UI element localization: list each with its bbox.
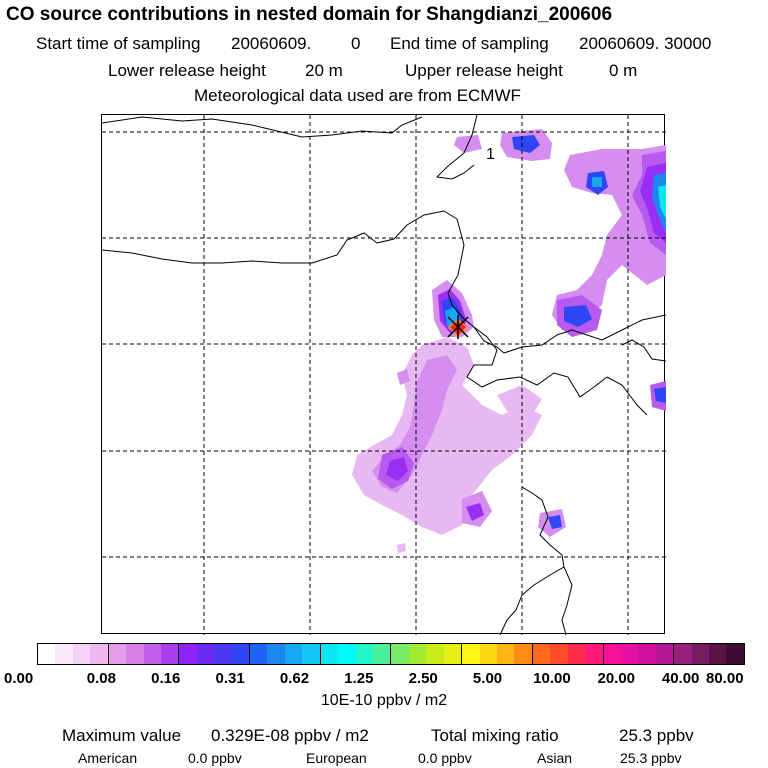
- plume-top-blue: [512, 135, 540, 153]
- colorbar-swatch: [585, 644, 604, 664]
- station-marker: [447, 315, 469, 339]
- colorbar-tick-label: 40.00: [661, 670, 700, 687]
- region-american-label: American: [78, 750, 138, 766]
- colorbar-swatch: [391, 644, 409, 664]
- colorbar-swatch: [603, 644, 621, 664]
- colorbar-tick-label: 0.62: [279, 670, 310, 687]
- met-data-note: Meteorological data used are from ECMWF: [194, 86, 521, 105]
- colorbar-swatch: [373, 644, 392, 664]
- map-svg: 1: [102, 115, 666, 635]
- colorbar-swatch: [55, 644, 73, 664]
- colorbar-swatch: [638, 644, 656, 664]
- colorbar-tick-label: 20.00: [597, 670, 636, 687]
- colorbar-swatch: [462, 644, 480, 664]
- plume-right-cyan: [658, 185, 666, 219]
- plume-east-coast: [497, 385, 542, 419]
- station-star: [447, 315, 469, 339]
- total-mixing-value: 25.3 ppbv: [619, 726, 694, 745]
- coastlines: [102, 115, 666, 635]
- plume-south-east-blue: [548, 515, 562, 529]
- sampling-start-time: 0: [351, 34, 361, 53]
- colorbar-swatch: [302, 644, 321, 664]
- plume-south-purple: [386, 457, 408, 481]
- colorbar-swatch: [426, 644, 444, 664]
- max-value: 0.329E-08 ppbv / m2: [211, 726, 369, 745]
- colorbar-swatch: [709, 644, 727, 664]
- colorbar-swatch: [443, 644, 463, 664]
- colorbar-swatch: [338, 644, 356, 664]
- colorbar-swatch: [214, 644, 232, 664]
- lower-release-value: 20 m: [305, 61, 343, 80]
- colorbar-swatch: [655, 644, 675, 664]
- colorbar-swatch: [72, 644, 91, 664]
- plume-mid-right-blue: [564, 305, 592, 327]
- region-american-value: 0.0 ppbv: [188, 750, 242, 766]
- sampling-end-value: 20060609. 30000: [579, 34, 712, 53]
- total-mixing-label: Total mixing ratio: [431, 726, 559, 745]
- colorbar-swatch: [160, 644, 180, 664]
- max-value-label: Maximum value: [62, 726, 182, 745]
- colorbar-tick-label: 0.31: [215, 670, 245, 687]
- colorbar-swatch: [479, 644, 497, 664]
- colorbar-swatch: [126, 644, 144, 664]
- colorbar-swatch: [231, 644, 251, 664]
- colorbar-swatch: [38, 644, 56, 664]
- colorbar-tick-label: 80.00: [706, 670, 744, 687]
- lat-lon-grid: [102, 115, 666, 635]
- colorbar-swatch: [250, 644, 268, 664]
- map-panel: 1: [101, 114, 666, 635]
- colorbar-tick-label: 2.50: [408, 670, 438, 687]
- plume-south-arm-core: [466, 503, 484, 521]
- colorbar-swatch: [567, 644, 586, 664]
- colorbar-swatch: [284, 644, 303, 664]
- colorbar-swatch: [108, 644, 127, 664]
- colorbar-swatch: [267, 644, 285, 664]
- colorbar-swatch: [408, 644, 427, 664]
- colorbar-swatch: [496, 644, 515, 664]
- upper-release-label: Upper release height: [405, 61, 563, 80]
- colorbar-tick-label: 0.08: [86, 670, 116, 687]
- colorbar-swatch: [355, 644, 374, 664]
- colorbar-swatch: [320, 644, 339, 664]
- colorbar-tick-label: 1.25: [344, 670, 374, 687]
- concentration-field: [352, 129, 666, 553]
- colorbar-swatch: [514, 644, 533, 664]
- colorbar-swatch: [90, 644, 109, 664]
- sampling-end-label: End time of sampling: [390, 34, 549, 53]
- colorbar-tick-label: 10.00: [533, 670, 571, 687]
- plume-small-dot: [397, 543, 406, 553]
- colorbar-swatch: [179, 644, 197, 664]
- colorbar-swatch: [532, 644, 551, 664]
- colorbar-unit: 10E-10 ppbv / m2: [320, 692, 448, 709]
- colorbar-swatch: [550, 644, 568, 664]
- chart-title: CO source contributions in nested domain…: [6, 4, 613, 25]
- colorbar-swatch: [726, 644, 744, 664]
- region-european-value: 0.0 ppbv: [418, 750, 472, 766]
- upper-release-value: 0 m: [609, 61, 638, 80]
- lower-release-label: Lower release height: [108, 61, 266, 80]
- region-asian-value: 25.3 ppbv: [620, 750, 682, 766]
- plume-right-edge-blue: [654, 387, 666, 403]
- region-european-label: European: [306, 750, 367, 766]
- sampling-start-value: 20060609.: [231, 34, 312, 53]
- colorbar-tick-label: 0.00: [4, 670, 34, 687]
- colorbar-swatch: [691, 644, 710, 664]
- colorbar-swatch: [620, 644, 639, 664]
- colorbar: [37, 643, 745, 665]
- plume-upper-blob-core: [592, 177, 602, 187]
- contour-label: 1: [486, 146, 495, 163]
- colorbar-tick-label: 5.00: [472, 670, 503, 687]
- colorbar-swatch: [143, 644, 161, 664]
- colorbar-tick-label: 0.16: [151, 670, 181, 687]
- region-asian-label: Asian: [537, 750, 573, 766]
- sampling-start-label: Start time of sampling: [36, 34, 201, 53]
- colorbar-swatch: [196, 644, 215, 664]
- colorbar-swatch: [674, 644, 692, 664]
- plume-left-dot: [397, 369, 410, 385]
